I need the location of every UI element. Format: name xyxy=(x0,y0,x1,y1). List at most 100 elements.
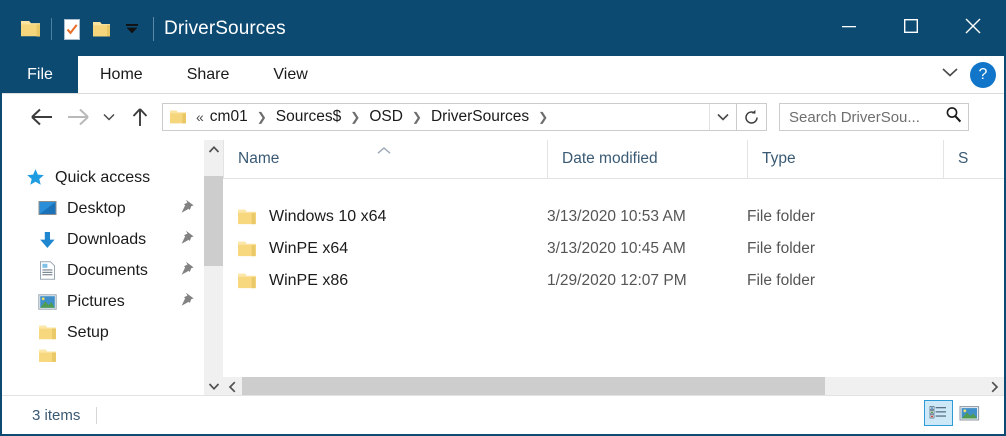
folder-icon xyxy=(237,240,257,258)
sidebar-item-label: Downloads xyxy=(67,230,147,248)
quick-access-toolbar: DriverSources xyxy=(2,2,286,56)
search-input[interactable]: Search DriverSou... xyxy=(779,103,969,131)
search-icon[interactable] xyxy=(945,106,962,128)
file-date-modified: 3/13/2020 10:45 AM xyxy=(547,240,686,257)
breadcrumb: « cm01 ❯ Sources$ ❯ OSD ❯ DriverSources … xyxy=(163,108,709,126)
folder-icon xyxy=(36,324,58,341)
large-icons-view-button[interactable] xyxy=(955,400,984,426)
ribbon-divider xyxy=(2,93,1004,94)
scroll-up-icon[interactable] xyxy=(204,140,223,159)
folder-icon[interactable] xyxy=(16,12,46,46)
sidebar-item-setup[interactable]: Setup xyxy=(2,317,223,348)
file-date-modified: 1/29/2020 12:07 PM xyxy=(547,272,687,289)
qat-separator-1 xyxy=(51,18,52,40)
sidebar-item-pictures[interactable]: Pictures xyxy=(2,286,223,317)
navigation-pane: Quick access Desktop xyxy=(2,140,223,396)
ribbon-tabs: File Home Share View ? xyxy=(2,56,1004,93)
chevron-down-icon[interactable] xyxy=(940,65,960,84)
pin-icon[interactable] xyxy=(181,230,195,250)
address-dropdown-icon[interactable] xyxy=(709,104,736,130)
sidebar-item-downloads[interactable]: Downloads xyxy=(2,224,223,255)
horizontal-scroll-thumb[interactable] xyxy=(242,377,825,396)
item-count-label: 3 items xyxy=(32,406,81,424)
back-button[interactable] xyxy=(24,100,60,134)
ribbon-right-controls: ? xyxy=(940,56,996,93)
tab-file[interactable]: File xyxy=(2,56,78,93)
breadcrumb-overflow[interactable]: « xyxy=(196,109,204,125)
pin-icon[interactable] xyxy=(181,199,195,219)
sidebar-scrollbar[interactable] xyxy=(204,140,223,396)
table-row[interactable]: WinPE x86 1/29/2020 12:07 PM File folder xyxy=(223,265,1004,297)
properties-icon[interactable] xyxy=(57,12,87,46)
breadcrumb-item-sources[interactable]: Sources$ xyxy=(275,108,342,125)
window-title: DriverSources xyxy=(164,18,286,39)
navigation-bar: « cm01 ❯ Sources$ ❯ OSD ❯ DriverSources … xyxy=(2,94,1004,140)
breadcrumb-item-cm01[interactable]: cm01 xyxy=(209,108,248,125)
file-rows: Windows 10 x64 3/13/2020 10:53 AM File f… xyxy=(223,201,1004,297)
documents-icon xyxy=(36,261,58,280)
file-date-modified: 3/13/2020 10:53 AM xyxy=(547,208,686,225)
tab-share[interactable]: Share xyxy=(186,65,230,83)
star-icon xyxy=(24,168,46,187)
sidebar-item-label: Quick access xyxy=(55,168,151,186)
sidebar-item-label: Documents xyxy=(67,261,148,279)
sidebar-item-partial[interactable] xyxy=(2,348,223,362)
tab-home[interactable]: Home xyxy=(100,65,143,83)
sidebar-item-label: Desktop xyxy=(67,199,126,217)
sort-ascending-icon xyxy=(375,143,393,161)
column-header-date-modified[interactable]: Date modified xyxy=(547,140,747,178)
file-type: File folder xyxy=(747,240,816,257)
file-list-pane: Name Date modified Type S xyxy=(223,140,1004,396)
sidebar-item-label: Setup xyxy=(67,323,109,341)
status-separator xyxy=(96,406,98,424)
details-view-button[interactable] xyxy=(924,400,953,426)
file-name: WinPE x86 xyxy=(269,272,349,289)
scroll-right-icon[interactable] xyxy=(985,377,1004,396)
content-area: Quick access Desktop xyxy=(2,140,1004,396)
sidebar-item-quick-access[interactable]: Quick access xyxy=(2,162,223,193)
column-headers: Name Date modified Type S xyxy=(223,140,1004,179)
window-controls xyxy=(818,2,1004,49)
breadcrumb-item-driversources[interactable]: DriverSources xyxy=(430,108,530,125)
file-name: Windows 10 x64 xyxy=(269,208,387,225)
title-bar: DriverSources xyxy=(2,2,1004,56)
help-button[interactable]: ? xyxy=(970,61,996,88)
breadcrumb-separator-3[interactable]: ❯ xyxy=(411,110,422,124)
breadcrumb-separator-4[interactable]: ❯ xyxy=(538,110,549,124)
file-name-cell: WinPE x86 xyxy=(237,272,348,290)
scroll-left-icon[interactable] xyxy=(223,377,242,396)
maximize-button[interactable] xyxy=(880,2,942,49)
pin-icon[interactable] xyxy=(181,292,195,312)
tab-view[interactable]: View xyxy=(273,65,308,83)
column-header-type[interactable]: Type xyxy=(747,140,943,178)
table-row[interactable]: Windows 10 x64 3/13/2020 10:53 AM File f… xyxy=(223,201,1004,233)
sidebar-scroll-thumb[interactable] xyxy=(204,176,223,266)
horizontal-scrollbar[interactable] xyxy=(223,377,1004,396)
sidebar-item-desktop[interactable]: Desktop xyxy=(2,193,223,224)
minimize-button[interactable] xyxy=(818,2,880,49)
up-button[interactable] xyxy=(122,100,158,134)
desktop-icon xyxy=(36,200,58,217)
table-row[interactable]: WinPE x64 3/13/2020 10:45 AM File folder xyxy=(223,233,1004,265)
address-bar[interactable]: « cm01 ❯ Sources$ ❯ OSD ❯ DriverSources … xyxy=(162,103,737,131)
horizontal-scroll-track[interactable] xyxy=(242,377,985,396)
new-folder-icon[interactable] xyxy=(87,12,117,46)
breadcrumb-separator-2[interactable]: ❯ xyxy=(350,110,361,124)
refresh-icon[interactable] xyxy=(737,103,767,131)
forward-button[interactable] xyxy=(60,100,96,134)
file-name-cell: Windows 10 x64 xyxy=(237,208,386,226)
recent-locations-icon[interactable] xyxy=(96,100,122,134)
downloads-icon xyxy=(36,231,58,249)
file-type: File folder xyxy=(747,272,816,289)
scroll-down-icon[interactable] xyxy=(204,377,223,396)
sidebar-item-documents[interactable]: Documents xyxy=(2,255,223,286)
close-button[interactable] xyxy=(942,2,1004,49)
file-type: File folder xyxy=(747,208,816,225)
pin-icon[interactable] xyxy=(181,261,195,281)
column-header-size[interactable]: S xyxy=(943,140,1004,178)
breadcrumb-item-osd[interactable]: OSD xyxy=(369,108,403,125)
title-separator xyxy=(153,17,154,41)
breadcrumb-separator-1[interactable]: ❯ xyxy=(256,110,267,124)
column-header-name[interactable]: Name xyxy=(223,140,547,178)
customize-qat-dropdown-icon[interactable] xyxy=(117,12,147,46)
